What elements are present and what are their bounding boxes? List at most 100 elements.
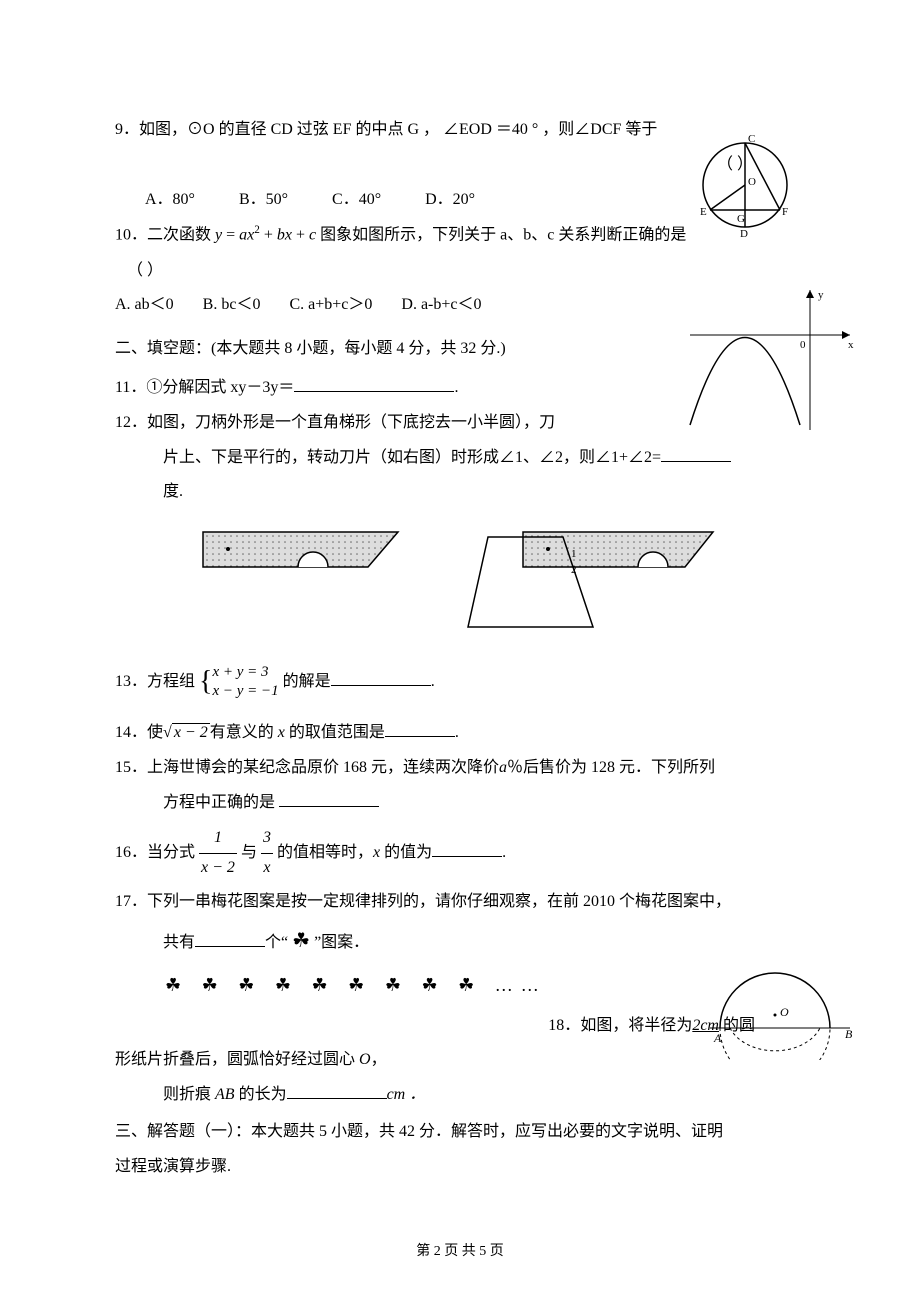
q9-opt-a: A．80° (145, 186, 195, 215)
q14-mid2: 的取值范围是 (285, 724, 385, 741)
q12-text2: 片上、下是平行的，转动刀片（如右图）时形成∠1、∠2，则∠1+∠2= (163, 449, 661, 466)
q15-line2: 方程中正确的是 (163, 789, 805, 818)
svg-text:B: B (845, 1027, 853, 1041)
q15-a: a (499, 759, 507, 776)
q11-blank (294, 376, 454, 392)
q17-sequence: ☘ ☘ ☘ ☘ ☘ ☘ ☘ ☘ ☘ …… (165, 969, 755, 1001)
q10-eq: = (222, 227, 239, 244)
q10-paren: （ ） (115, 257, 175, 286)
q10-opt-d: D. a-b+c＜0 (401, 291, 481, 320)
q17-text2a: 共有 (163, 934, 195, 951)
q16-f2n: 3 (261, 824, 273, 854)
q9-opt-d: D．20° (425, 186, 475, 215)
q13-system: x + y = 3 x − y = −1 (212, 663, 278, 702)
q18-diagram: O A B (700, 960, 860, 1060)
meihua-icon: ☘ (292, 930, 310, 952)
svg-text:1: 1 (571, 548, 577, 560)
q12-number: 12． (115, 414, 147, 431)
q13-eq1: x + y = 3 (212, 664, 268, 680)
q18-text2: 形纸片折叠后，圆弧恰好经过圆心 (115, 1051, 359, 1068)
q12-line2: 片上、下是平行的，转动刀片（如右图）时形成∠1、∠2，则∠1+∠2= (163, 444, 805, 473)
q11-suffix: . (454, 379, 458, 396)
svg-text:F: F (782, 206, 788, 218)
q13-eq2: x − y = −1 (212, 683, 278, 699)
q18-prefix: 如图，将半径为 (580, 1017, 692, 1034)
q16-prefix: 当分式 (147, 844, 199, 861)
q18-text3b: 的长为 (235, 1086, 287, 1103)
q18-O: O (359, 1051, 371, 1068)
q18-text3a: 则折痕 (163, 1086, 215, 1103)
q11-number: 11． (115, 379, 146, 396)
q16-mid2: 的值相等时， (277, 844, 373, 861)
q18-text3c: cm ． (387, 1086, 426, 1103)
q15-text2: 方程中正确的是 (163, 794, 279, 811)
q10-opt-c: C. a+b+c＞0 (289, 291, 372, 320)
q17-text2b: 个“ (265, 934, 288, 951)
q10-suffix: 图象如图所示，下列关于 a、b、c 关系判断正确的是 (316, 227, 686, 244)
q13: 13．方程组 {x + y = 3x − y = −1 的解是. (115, 657, 805, 707)
svg-text:E: E (700, 206, 707, 218)
knife-right: 1 2 (463, 527, 723, 637)
q16-mid3: 的值为 (380, 844, 432, 861)
q13-prefix: 方程组 (147, 673, 195, 690)
q12-line3: 度. (163, 478, 805, 507)
q14-blank (385, 721, 455, 737)
q10-a: a (239, 227, 247, 244)
svg-text:O: O (780, 1005, 789, 1019)
q18-suf2: ， (371, 1051, 387, 1068)
q15-number: 15． (115, 759, 147, 776)
q10-opt-b: B. bc＜0 (203, 291, 261, 320)
q16-blank (432, 841, 502, 857)
svg-text:y: y (818, 289, 824, 301)
svg-text:0: 0 (800, 339, 806, 351)
q14: 14．使√x − 2有意义的 x 的取值范围是. (115, 719, 805, 748)
q16-f1d: x − 2 (199, 854, 237, 883)
q10-plus2: + (292, 227, 309, 244)
q17-line1: 17．下列一串梅花图案是按一定规律排列的，请你仔细观察，在前 2010 个梅花图… (115, 888, 805, 917)
q16-f2d: x (261, 854, 273, 883)
svg-text:x: x (848, 339, 854, 351)
svg-text:C: C (748, 133, 755, 145)
q14-number: 14． (115, 724, 147, 741)
q9-opt-b: B．50° (239, 186, 288, 215)
q16-number: 16． (115, 844, 147, 861)
q16-x: x (373, 844, 380, 861)
q12-blank (661, 446, 731, 462)
q13-number: 13． (115, 673, 147, 690)
q13-mid: 的解是 (283, 673, 331, 690)
brace-icon: { (199, 666, 212, 697)
q14-x: x (278, 724, 285, 741)
page-footer: 第 2 页 共 5 页 (0, 1240, 920, 1260)
q16-frac2: 3x (261, 824, 273, 883)
q10-number: 10． (115, 227, 147, 244)
q17-line2: 共有 个“ ☘ ”图案． (163, 923, 805, 959)
q14-prefix: 使 (147, 724, 163, 741)
svg-text:O: O (748, 176, 756, 188)
q12-text3: 度. (163, 483, 183, 500)
q16-suffix: . (502, 844, 506, 861)
q10-opt-a: A. ab＜0 (115, 291, 174, 320)
q9-body: 如图，⊙O 的直径 CD 过弦 EF 的中点 G ， ∠EOD ＝40 ° ，则… (139, 121, 657, 138)
section3-line2: 过程或演算步骤. (115, 1153, 805, 1182)
q12-diagrams: 1 2 (175, 527, 745, 637)
q17-number: 17． (115, 893, 147, 910)
q11-prefix: ①分解因式 xy－3y＝ (146, 379, 294, 396)
q16: 16．当分式 1x − 2 与 3x 的值相等时，x 的值为. (115, 824, 805, 883)
page-content: 9．如图，⊙O 的直径 CD 过弦 EF 的中点 G ， ∠EOD ＝40 ° … (0, 0, 920, 1248)
q17-text1: 下列一串梅花图案是按一定规律排列的，请你仔细观察，在前 2010 个梅花图案中， (147, 893, 731, 910)
q14-mid: 有意义的 (210, 724, 278, 741)
svg-text:2: 2 (571, 564, 577, 576)
q17-text2c: ”图案． (314, 934, 369, 951)
q15-line1: 15．上海世博会的某纪念品原价 168 元，连续两次降价a％后售价为 128 元… (115, 754, 805, 783)
knife-left (198, 527, 418, 607)
q10-x2: x (285, 227, 292, 244)
q18-line3: 则折痕 AB 的长为 cm ． (163, 1081, 805, 1110)
q14-sqrt-expr: x − 2 (172, 723, 210, 741)
q15-text1a: 上海世博会的某纪念品原价 168 元，连续两次降价 (147, 759, 499, 776)
q9-number: 9． (115, 121, 139, 138)
q18-AB: AB (215, 1086, 235, 1103)
q12-text1: 如图，刀柄外形是一个直角梯形（下底挖去一小半圆），刀 (147, 414, 555, 431)
q10-text: 10．二次函数 y = ax2 + bx + c 图象如图所示，下列关于 a、b… (115, 220, 805, 250)
q16-f1n: 1 (199, 824, 237, 854)
q11: 11．①分解因式 xy－3y＝. (115, 374, 805, 403)
